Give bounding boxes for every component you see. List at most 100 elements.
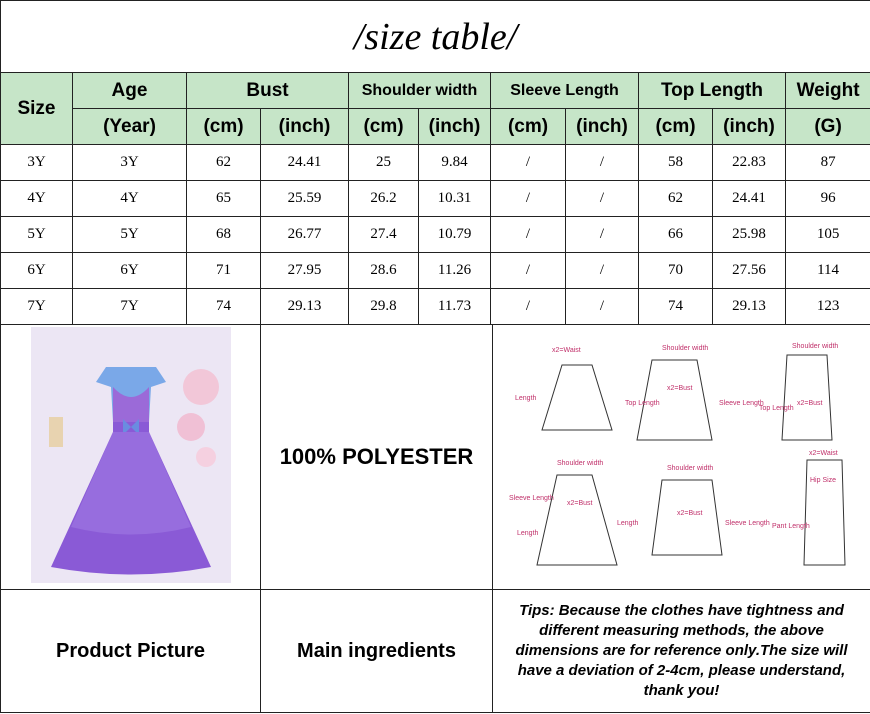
table-cell: 4Y [72,180,187,217]
table-cell: 105 [784,216,870,253]
material-value: 100% POLYESTER [260,324,493,590]
table-cell: 29.13 [712,288,786,325]
table-cell: 6Y [72,252,187,289]
table-cell: 62 [638,180,713,217]
product-photo [0,324,261,590]
label-sleeve-length: Sleeve Length [509,495,554,502]
label-shoulder: Shoulder width [667,465,713,472]
label-bust: x2=Bust [677,510,703,517]
label-shoulder: Shoulder width [662,345,708,352]
header-size: Size [0,72,73,145]
table-cell: 58 [638,144,713,181]
table-cell: 25.59 [260,180,349,217]
unit-inch: (inch) [565,108,639,145]
table-cell: 123 [784,288,870,325]
table-cell: 96 [784,180,870,217]
header-top-length: Top Length [638,72,786,109]
table-cell: 27.4 [348,216,419,253]
label-top-length: Top Length [759,405,794,412]
page-title: /size table/ [0,0,870,73]
dress-image [30,326,231,583]
table-cell: 9.84 [418,144,491,181]
label-length: Length [515,395,537,402]
table-cell: 25.98 [712,216,786,253]
unit-inch: (inch) [418,108,491,145]
table-cell: 29.13 [260,288,349,325]
table-cell: / [565,288,639,325]
table-cell: 5Y [0,216,73,253]
table-cell: 27.56 [712,252,786,289]
header-shoulder: Shoulder width [348,72,491,109]
table-row: 6Y 6Y 71 27.95 28.6 11.26//70 27.56 114 [0,252,870,289]
size-table: /size table/ Size Age Bust Shoulder widt… [0,0,870,325]
table-cell: 7Y [72,288,187,325]
table-cell: 24.41 [712,180,786,217]
unit-g: (G) [784,108,870,145]
table-cell: 25 [348,144,419,181]
label-sleeve-length: Sleeve Length [725,520,770,527]
table-cell: 10.31 [418,180,491,217]
unit-cm: (cm) [638,108,713,145]
table-cell: 6Y [0,252,73,289]
unit-year: (Year) [72,108,187,145]
table-cell: 7Y [0,288,73,325]
label-sleeve-length: Sleeve Length [719,400,764,407]
table-cell: / [490,288,566,325]
label-length: Length [617,520,639,527]
table-cell: 22.83 [712,144,786,181]
table-cell: 29.8 [348,288,419,325]
table-cell: 87 [784,144,870,181]
table-cell: 26.77 [260,216,349,253]
unit-cm: (cm) [490,108,566,145]
table-row: 5Y 5Y 68 26.77 27.4 10.79//66 25.98 105 [0,216,870,253]
table-row: 3Y 3Y 62 24.41 25 9.84//58 22.83 87 [0,144,870,181]
measurement-diagram: x2=Waist Length Shoulder width Top Lengt… [492,324,870,590]
table-cell: 27.95 [260,252,349,289]
table-cell: / [490,216,566,253]
table-cell: 62 [186,144,261,181]
label-shoulder: Shoulder width [792,343,838,350]
header-weight: Weight [784,72,870,109]
label-waist: x2=Waist [552,347,581,354]
table-cell: 28.6 [348,252,419,289]
measure-guide-image: x2=Waist Length Shoulder width Top Lengt… [509,343,846,565]
table-row: 7Y 7Y 74 29.13 29.8 11.73//74 29.13 123 [0,288,870,325]
table-cell: / [565,252,639,289]
label-length: Length [517,530,539,537]
info-table: 100% POLYESTER x2=Waist Length Shoulder … [0,324,870,713]
table-cell: 11.73 [418,288,491,325]
table-cell: / [565,180,639,217]
tips-text: Tips: Because the clothes have tightness… [492,589,870,713]
header-bust: Bust [186,72,349,109]
table-cell: 26.2 [348,180,419,217]
table-cell: 3Y [0,144,73,181]
table-cell: 4Y [0,180,73,217]
label-pant-length: Pant Length [772,523,810,530]
label-bust: x2=Bust [797,400,823,407]
table-cell: 74 [186,288,261,325]
unit-cm: (cm) [348,108,419,145]
table-cell: 5Y [72,216,187,253]
label-top-length: Top Length [625,400,660,407]
table-cell: / [490,144,566,181]
unit-inch: (inch) [260,108,349,145]
table-cell: 114 [784,252,870,289]
main-ingredients-label: Main ingredients [260,589,493,713]
table-cell: / [490,252,566,289]
table-cell: 24.41 [260,144,349,181]
table-cell: 71 [186,252,261,289]
label-waist: x2=Waist [809,450,838,457]
header-age: Age [72,72,187,109]
label-shoulder: Shoulder width [557,460,603,467]
label-hip: Hip Size [810,477,836,484]
table-cell: / [565,216,639,253]
header-sleeve: Sleeve Length [490,72,639,109]
table-cell: 65 [186,180,261,217]
table-row: 4Y 4Y 65 25.59 26.2 10.31//62 24.41 96 [0,180,870,217]
product-picture-label: Product Picture [0,589,261,713]
unit-inch: (inch) [712,108,786,145]
table-cell: / [490,180,566,217]
table-cell: 3Y [72,144,187,181]
label-bust: x2=Bust [667,385,693,392]
